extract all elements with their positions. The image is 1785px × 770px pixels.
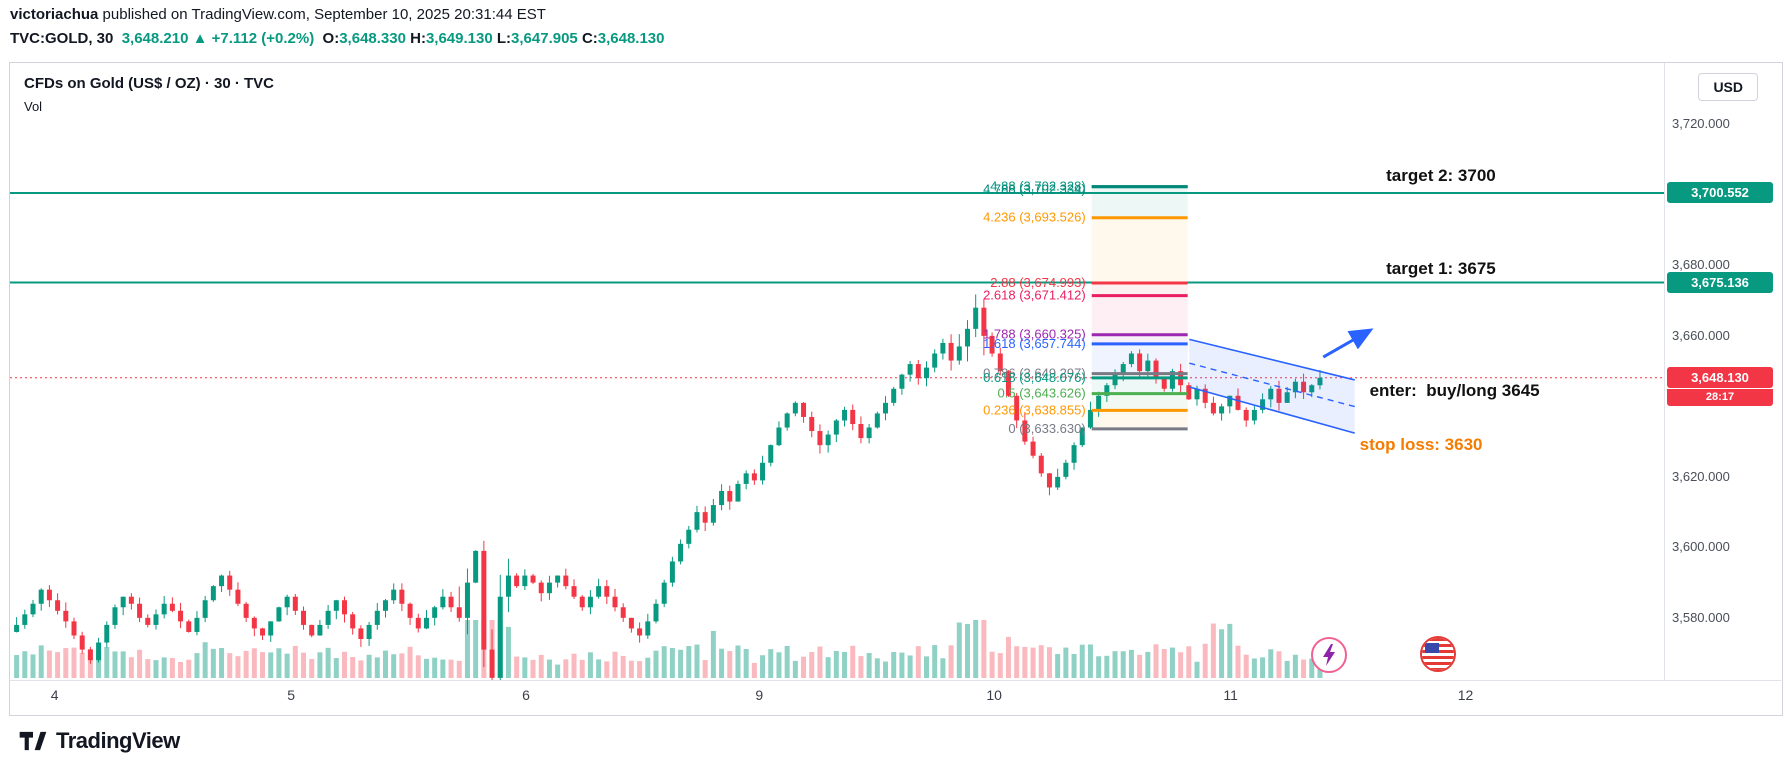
target-level-lines[interactable] (10, 191, 1664, 284)
fib-retracement[interactable]: 4.88 (3,702.328)4.788 (3,702.334) 4.236 (… (983, 179, 1188, 436)
price-axis-label-3600: 3,600.000 (1672, 539, 1730, 555)
annotation-stop[interactable]: stop loss: 3630 (1359, 435, 1483, 455)
fib-label-0.5: 0.5 (3,643.626) (998, 386, 1086, 401)
fib-label-4.88: 4.88 (3,702.328) (990, 179, 1085, 194)
tradingview-logo-text: TradingView (56, 728, 180, 753)
close-label: C: (581, 30, 598, 47)
time-axis-label-4[interactable]: 4 (50, 687, 59, 703)
symbol-name[interactable]: TVC:GOLD, 30 (10, 30, 114, 47)
price-change: ▲ +7.112 (+0.2%) (192, 30, 315, 47)
fib-label-4.236: 4.236 (3,693.526) (983, 210, 1086, 225)
volume-bars (14, 620, 1323, 678)
symbol-header: TVC:GOLD, 30 3,648.210 ▲ +7.112 (+0.2%) … (10, 30, 665, 47)
flag-canton (1425, 643, 1439, 653)
bar-countdown: 28:17 (1667, 388, 1773, 406)
projection-channel[interactable] (1189, 338, 1355, 434)
time-axis-label-6[interactable]: 6 (522, 687, 530, 703)
chart-legend-title[interactable]: CFDs on Gold (US$ / OZ) · 30 · TVC (24, 75, 275, 92)
fib-label-1.788: 1.788 (3,660.325) (983, 327, 1086, 342)
annotation-target2[interactable]: target 2: 3700 (1386, 165, 1496, 185)
fib-label-1.618: 1.618 (3,657.744) (983, 336, 1086, 351)
fib-label-2.618: 2.618 (3,671.412) (983, 288, 1086, 303)
fib-label-0: 0 (3,633.630) (1008, 421, 1085, 436)
price-axis-label-3580: 3,580.000 (1672, 609, 1730, 625)
fib-label-4.788: 4.788 (3,702.334) (983, 182, 1086, 197)
annotation-target1[interactable]: target 1: 3675 (1386, 258, 1496, 278)
time-axis-label-5[interactable]: 5 (287, 687, 296, 703)
price-badge-3,675.136: 3,675.136 (1667, 271, 1773, 293)
high-value: 3,649.130 (425, 30, 493, 47)
open-value: 3,648.330 (339, 30, 406, 47)
time-axis-label-11[interactable]: 11 (1223, 687, 1238, 703)
price-badge-3,700.552: 3,700.552 (1667, 181, 1773, 203)
last-price: 3,648.210 (121, 30, 189, 47)
price-badge-3,648.130: 3,648.130 (1667, 366, 1773, 388)
fib-label-0.236: 0.236 (3,638.855) (983, 402, 1086, 417)
publish-info: published on TradingView.com, September … (98, 6, 546, 23)
boost-lightning-icon[interactable] (1311, 637, 1347, 673)
fib-label-2.88: 2.88 (3,674.993) (990, 275, 1085, 290)
price-axis-label-3720: 3,720.000 (1672, 116, 1730, 132)
buy-direction-arrow[interactable] (1322, 328, 1374, 359)
chart-panel: 4.88 (3,702.328) 4.788 (3,702.334) 4.236 (… (9, 62, 1783, 716)
open-label: O: (322, 30, 340, 47)
us-flag-icon[interactable] (1420, 636, 1456, 672)
price-axis-label-3620: 3,620.000 (1672, 468, 1730, 484)
time-axis-label-12[interactable]: 12 (1457, 687, 1474, 703)
publish-header: victoriachua published on TradingView.co… (10, 6, 546, 23)
tradingview-watermark[interactable]: TradingView (18, 726, 180, 756)
tradingview-logo-icon (19, 731, 47, 751)
fib-label-0.618: 0.618 (3,648.076) (983, 370, 1086, 385)
author-name[interactable]: victoriachua (10, 6, 99, 23)
low-value: 3,647.905 (511, 30, 578, 47)
currency-toggle-button[interactable]: USD (1698, 73, 1758, 101)
time-axis[interactable] (10, 680, 1781, 715)
volume-legend[interactable]: Vol (24, 99, 43, 114)
candlestick-chart[interactable]: 4.88 (3,702.328)4.788 (3,702.334) 4.236 (… (10, 63, 1782, 715)
fib-label-0.786: 0.786 (3,649.297) (983, 366, 1086, 381)
time-axis-label-9[interactable]: 9 (755, 687, 764, 703)
time-axis-label-10[interactable]: 10 (986, 687, 1002, 703)
annotation-enter[interactable]: enter: buy/long 3645 (1369, 380, 1540, 400)
high-label: H: (410, 30, 426, 47)
low-label: L: (496, 30, 512, 47)
price-axis-label-3660: 3,660.000 (1672, 327, 1730, 343)
close-value: 3,648.130 (597, 30, 665, 47)
price-axis-label-3680: 3,680.000 (1672, 257, 1730, 273)
